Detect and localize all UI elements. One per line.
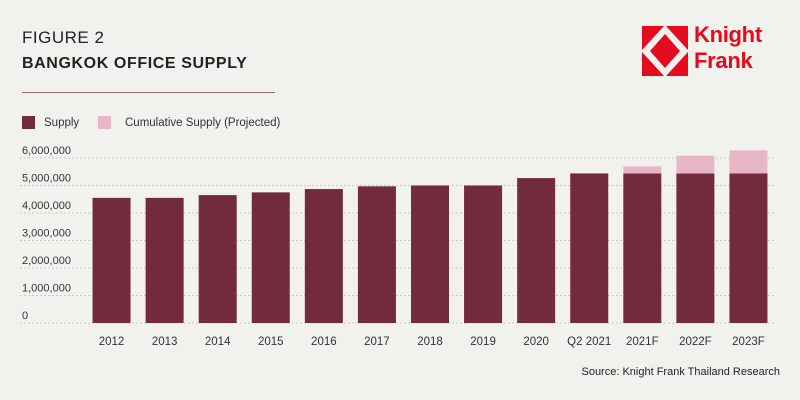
y-tick-label: 4,000,000 <box>22 200 71 212</box>
bar-supply <box>251 192 290 323</box>
y-tick-label: 5,000,000 <box>22 173 71 185</box>
y-tick-label: 1,000,000 <box>22 283 71 295</box>
y-tick-label: 6,000,000 <box>22 145 71 157</box>
chart-title: BANGKOK OFFICE SUPPLY <box>22 55 248 72</box>
knight-frank-logo-icon <box>642 26 688 76</box>
source-note: Source: Knight Frank Thailand Research <box>581 366 780 378</box>
bar-supply <box>570 173 609 323</box>
knight-frank-logo: Knight Frank <box>640 22 775 82</box>
title-divider <box>22 92 275 93</box>
legend-swatch-projected <box>98 116 111 129</box>
y-tick-label: 0 <box>22 310 28 322</box>
legend-label-projected: Cumulative Supply (Projected) <box>125 116 281 129</box>
x-tick-label: 2018 <box>417 336 443 348</box>
x-tick-label: 2023F <box>732 336 765 348</box>
x-tick-label: 2020 <box>523 336 549 348</box>
legend-item-supply: Supply <box>22 116 79 129</box>
y-tick-label: 2,000,000 <box>22 255 71 267</box>
y-tick-label: 3,000,000 <box>22 228 71 240</box>
logo-line-1: Knight <box>694 22 762 47</box>
x-tick-label: 2016 <box>311 336 337 348</box>
bar-supply <box>517 178 556 323</box>
legend-swatch-supply <box>22 116 35 129</box>
x-tick-label: 2014 <box>205 336 231 348</box>
bar-supply <box>145 197 184 323</box>
bar-supply <box>729 173 768 323</box>
x-tick-label: 2021F <box>626 336 659 348</box>
bar-supply <box>676 173 715 323</box>
x-tick-label: Q2 2021 <box>567 336 611 348</box>
logo-line-2: Frank <box>694 48 753 73</box>
bar-supply <box>623 173 662 323</box>
x-tick-label: 2017 <box>364 336 390 348</box>
figure-label: FIGURE 2 <box>22 28 105 47</box>
x-tick-label: 2015 <box>258 336 284 348</box>
bar-projected <box>676 155 715 174</box>
bar-supply <box>464 185 503 323</box>
legend-label-supply: Supply <box>44 116 80 129</box>
x-tick-label: 2022F <box>679 336 712 348</box>
x-tick-label: 2019 <box>470 336 496 348</box>
bar-supply <box>357 186 396 323</box>
logo-wordmark: Knight Frank <box>694 22 762 74</box>
x-tick-label: 2013 <box>152 336 178 348</box>
bar-projected <box>729 150 768 174</box>
bar-projected <box>623 166 662 174</box>
legend-item-projected: Cumulative Supply (Projected) <box>98 116 280 129</box>
x-tick-label: 2012 <box>99 336 125 348</box>
bar-supply <box>198 195 237 323</box>
bar-supply <box>92 197 131 323</box>
bar-supply <box>304 189 343 323</box>
bar-supply <box>411 185 449 323</box>
